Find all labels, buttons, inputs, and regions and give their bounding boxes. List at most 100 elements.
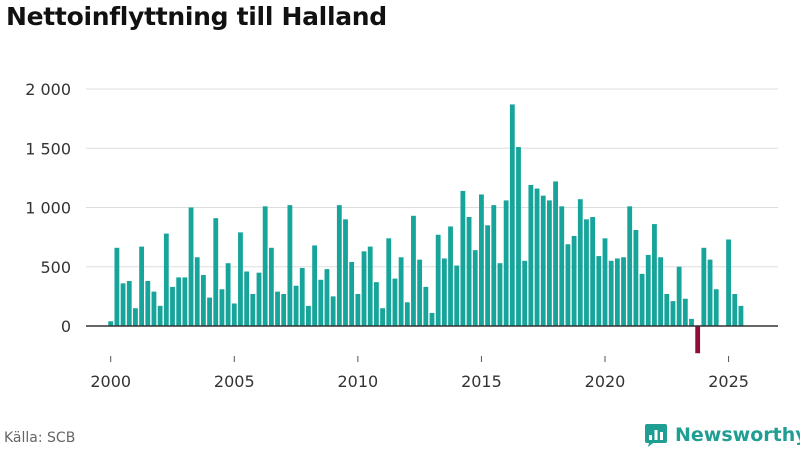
bar bbox=[429, 312, 435, 326]
bar bbox=[454, 265, 460, 326]
bar bbox=[695, 326, 701, 354]
bar bbox=[645, 254, 651, 326]
bar bbox=[621, 257, 626, 326]
bar bbox=[584, 219, 589, 326]
bar bbox=[299, 267, 305, 326]
bar bbox=[559, 206, 565, 326]
bar bbox=[466, 216, 472, 326]
bar bbox=[250, 294, 256, 326]
bar bbox=[441, 258, 447, 326]
bar bbox=[664, 294, 670, 326]
bar bbox=[139, 246, 145, 326]
brand-name: Newsworthy bbox=[675, 424, 800, 446]
x-tick-label: 2020 bbox=[585, 372, 626, 391]
bar bbox=[268, 247, 274, 326]
bar bbox=[534, 188, 540, 326]
bar bbox=[726, 239, 731, 326]
bar bbox=[157, 305, 163, 326]
bar bbox=[627, 206, 633, 326]
bar bbox=[355, 294, 361, 326]
bar-chart-logo-icon bbox=[645, 424, 667, 447]
bar bbox=[170, 286, 175, 326]
bar bbox=[411, 215, 416, 326]
bar bbox=[516, 147, 521, 326]
bar bbox=[373, 282, 379, 326]
bar bbox=[553, 181, 558, 326]
bar bbox=[336, 205, 342, 326]
bar bbox=[108, 321, 114, 326]
bar bbox=[639, 273, 645, 326]
bar bbox=[614, 258, 620, 326]
bar bbox=[281, 294, 287, 326]
bar bbox=[200, 275, 206, 326]
bar bbox=[528, 184, 534, 326]
x-tick-label: 2005 bbox=[214, 372, 255, 391]
bar bbox=[114, 247, 120, 326]
bar bbox=[231, 303, 237, 326]
bar bbox=[596, 256, 602, 326]
bar bbox=[404, 302, 410, 326]
bar bbox=[417, 259, 423, 326]
bar bbox=[275, 291, 280, 326]
y-tick-label: 1 500 bbox=[25, 139, 71, 158]
bar bbox=[151, 291, 157, 326]
bar bbox=[491, 205, 497, 326]
bar bbox=[633, 230, 639, 326]
bar bbox=[398, 257, 404, 326]
bar bbox=[540, 195, 546, 326]
bar bbox=[287, 205, 293, 326]
bar bbox=[324, 269, 330, 326]
bar bbox=[293, 285, 299, 326]
bar bbox=[163, 233, 169, 326]
bar bbox=[670, 301, 676, 326]
bar bbox=[238, 232, 243, 326]
bar bbox=[571, 235, 577, 326]
bar bbox=[188, 207, 194, 326]
bar bbox=[485, 225, 491, 326]
bar bbox=[244, 271, 250, 326]
x-tick-label: 2025 bbox=[708, 372, 749, 391]
bar bbox=[367, 246, 373, 326]
brand-logo[interactable]: Newsworthy bbox=[644, 421, 800, 449]
bar bbox=[380, 308, 385, 326]
y-tick-label: 2 000 bbox=[25, 80, 71, 99]
x-tick-label: 2000 bbox=[90, 372, 131, 391]
bar bbox=[330, 296, 336, 327]
bar bbox=[701, 247, 707, 326]
bar bbox=[386, 238, 392, 326]
bar bbox=[676, 266, 682, 326]
bar bbox=[602, 238, 608, 326]
bar bbox=[546, 200, 552, 326]
bar bbox=[713, 289, 719, 326]
bar bbox=[460, 190, 466, 326]
bar bbox=[182, 277, 188, 326]
bar bbox=[658, 257, 664, 326]
bar bbox=[256, 272, 262, 326]
bar bbox=[225, 263, 231, 326]
bar bbox=[738, 305, 744, 326]
bar bbox=[423, 286, 429, 326]
chart-title: Nettoinflyttning till Halland bbox=[6, 2, 387, 31]
bar bbox=[608, 260, 614, 326]
bar bbox=[207, 297, 212, 326]
y-tick-label: 1 000 bbox=[25, 199, 71, 218]
bar bbox=[503, 200, 509, 326]
bar bbox=[219, 289, 225, 326]
bar bbox=[343, 219, 348, 326]
bar bbox=[522, 260, 528, 326]
source-note: Källa: SCB bbox=[4, 430, 76, 446]
bar bbox=[392, 278, 398, 326]
bar bbox=[565, 244, 571, 326]
bar bbox=[133, 308, 138, 326]
x-tick-label: 2010 bbox=[337, 372, 378, 391]
bar bbox=[435, 234, 441, 326]
x-tick-label: 2015 bbox=[461, 372, 502, 391]
bar bbox=[497, 263, 503, 326]
bar bbox=[682, 298, 688, 326]
bars bbox=[108, 104, 744, 354]
bar bbox=[145, 280, 151, 326]
bar bbox=[448, 226, 453, 326]
bar bbox=[312, 245, 318, 326]
bar bbox=[577, 199, 583, 326]
